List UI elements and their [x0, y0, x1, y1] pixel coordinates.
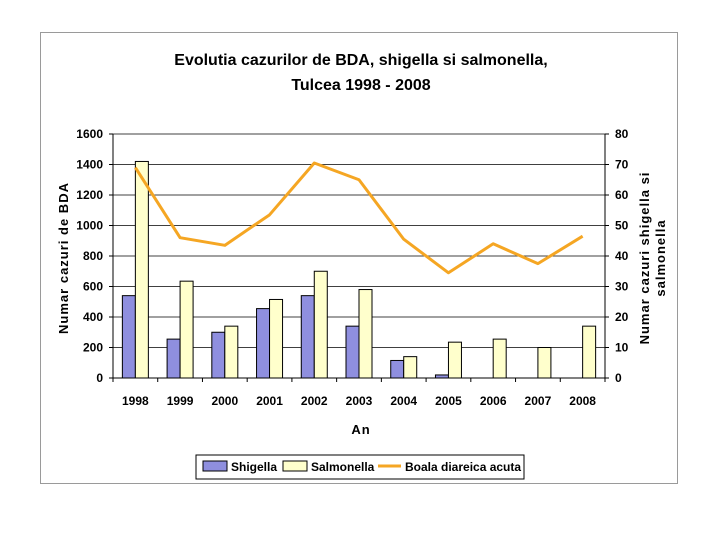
chart-title-line1: Evolutia cazurilor de BDA, shigella si s…: [174, 52, 547, 69]
line-boala-diareica-acuta: [134, 161, 584, 275]
bar-salmonella-2003: [358, 289, 373, 379]
legend-swatch-salmonella: [282, 460, 308, 472]
left-tick-label: 600: [83, 280, 103, 294]
legend-label-shigella: Shigella: [231, 460, 277, 474]
bars: [121, 160, 597, 379]
x-tick-label-1999: 1999: [167, 394, 194, 408]
bar-salmonella-2007: [537, 347, 552, 379]
legend: Shigella Salmonella Boala diareica acuta: [195, 454, 525, 480]
x-tick-label-2004: 2004: [390, 394, 417, 408]
x-tick-label-2007: 2007: [525, 394, 552, 408]
right-tick-label: 80: [615, 127, 629, 141]
tick-labels: 0 200 400 600 800 1000 1200 1400 1600 0 10 20 30 40 50…: [76, 127, 628, 408]
bar-shigella-2003: [345, 325, 360, 379]
x-tick-label-2000: 2000: [211, 394, 238, 408]
left-tick-label: 1600: [76, 127, 103, 141]
right-tick-label: 20: [615, 310, 629, 324]
bar-salmonella-2000: [224, 325, 239, 379]
left-tick-label: 0: [96, 371, 103, 385]
bar-salmonella-2004: [403, 356, 418, 379]
right-tick-label: 10: [615, 341, 629, 355]
legend-label-boala: Boala diareica acuta: [405, 460, 521, 474]
legend-label-salmonella: Salmonella: [311, 460, 375, 474]
legend-swatch-shigella: [202, 460, 228, 472]
chart-title-line2: Tulcea 1998 - 2008: [291, 77, 430, 94]
bar-shigella-2002: [300, 295, 315, 379]
left-tick-label: 1200: [76, 188, 103, 202]
bar-shigella-2001: [256, 308, 271, 379]
right-tick-label: 0: [615, 371, 622, 385]
x-tick-label-2002: 2002: [301, 394, 328, 408]
bar-salmonella-2006: [492, 338, 507, 379]
left-tick-label: 1000: [76, 219, 103, 233]
x-tick-label-2006: 2006: [480, 394, 507, 408]
left-tick-label: 1400: [76, 158, 103, 172]
right-tick-label: 60: [615, 188, 629, 202]
bar-salmonella-2005: [447, 341, 462, 379]
y-axis-label-left: Numar cazuri de BDA: [56, 182, 71, 334]
x-tick-label-1998: 1998: [122, 394, 149, 408]
bar-salmonella-1998: [134, 160, 149, 379]
right-tick-label: 30: [615, 280, 629, 294]
bar-salmonella-2001: [269, 298, 284, 379]
x-tick-label-2003: 2003: [346, 394, 373, 408]
bar-shigella-2000: [211, 331, 226, 379]
x-tick-label-2001: 2001: [256, 394, 283, 408]
y-axis-label-right-line1: Numar cazuri shigella si: [637, 172, 652, 345]
bar-shigella-1999: [166, 338, 181, 379]
y-axis-label-right-line2: salmonella: [653, 219, 668, 296]
legend-box: [195, 454, 525, 480]
x-tick-label-2005: 2005: [435, 394, 462, 408]
right-tick-label: 50: [615, 219, 629, 233]
bar-shigella-1998: [121, 295, 136, 379]
right-tick-label: 40: [615, 249, 629, 263]
x-tick-label-2008: 2008: [569, 394, 596, 408]
chart: Evolutia cazurilor de BDA, shigella si s…: [56, 52, 668, 480]
gridlines: [109, 133, 609, 379]
chart-frame: Evolutia cazurilor de BDA, shigella si s…: [40, 32, 678, 484]
left-tick-label: 800: [83, 249, 103, 263]
left-tick-label: 200: [83, 341, 103, 355]
bar-salmonella-2008: [582, 325, 597, 379]
bar-salmonella-2002: [313, 270, 328, 379]
x-axis-label: An: [351, 422, 370, 437]
bar-salmonella-1999: [179, 280, 194, 379]
axes: [112, 134, 606, 382]
right-tick-label: 70: [615, 158, 629, 172]
bar-shigella-2004: [390, 359, 405, 379]
left-tick-label: 400: [83, 310, 103, 324]
line-series: [134, 161, 584, 275]
